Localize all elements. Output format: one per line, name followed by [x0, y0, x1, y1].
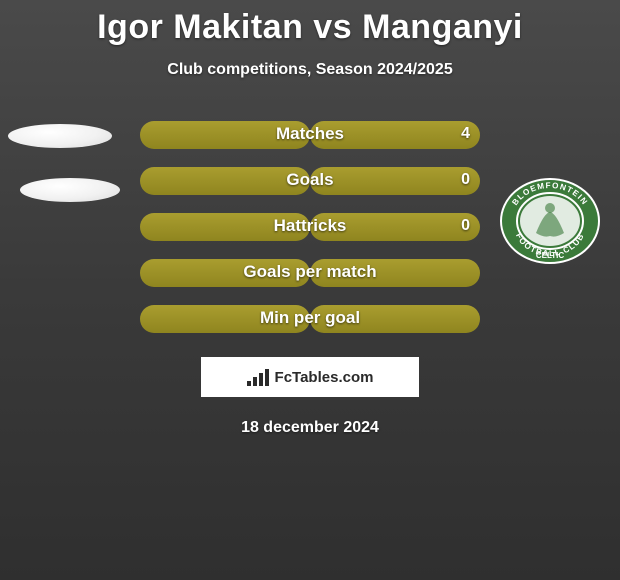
- stat-row: Matches4: [140, 121, 480, 149]
- player-placeholder-ellipse: [20, 178, 120, 202]
- stat-row: Min per goal: [140, 305, 480, 333]
- barchart-icon: [247, 368, 269, 386]
- stat-bar-right: [310, 167, 480, 195]
- stat-bar-left: [140, 213, 310, 241]
- site-label: FcTables.com: [275, 369, 374, 386]
- page-subtitle: Club competitions, Season 2024/2025: [0, 61, 620, 79]
- stat-bar-right: [310, 259, 480, 287]
- stat-bar-right: [310, 305, 480, 333]
- club-badge: BLOEMFONTEIN FOOTBALL CLUB CELTIC: [500, 178, 600, 264]
- club-badge-name: CELTIC: [536, 251, 565, 260]
- stat-row: Hattricks0: [140, 213, 480, 241]
- page-date: 18 december 2024: [0, 419, 620, 437]
- stat-bar-left: [140, 259, 310, 287]
- player-placeholder-ellipse: [8, 124, 112, 148]
- stat-bar-left: [140, 121, 310, 149]
- stat-bar-left: [140, 167, 310, 195]
- site-attribution[interactable]: FcTables.com: [201, 357, 419, 397]
- stats-table: Matches4 Goals0 Hattricks0 Goals per match M…: [140, 121, 480, 333]
- stat-bar-left: [140, 305, 310, 333]
- stat-row: Goals0: [140, 167, 480, 195]
- stat-value-right: 0: [461, 217, 470, 235]
- page-title: Igor Makitan vs Manganyi: [0, 0, 620, 47]
- stat-row: Goals per match: [140, 259, 480, 287]
- stat-bar-right: [310, 121, 480, 149]
- stat-bar-right: [310, 213, 480, 241]
- stat-value-right: 0: [461, 171, 470, 189]
- stat-value-right: 4: [461, 125, 470, 143]
